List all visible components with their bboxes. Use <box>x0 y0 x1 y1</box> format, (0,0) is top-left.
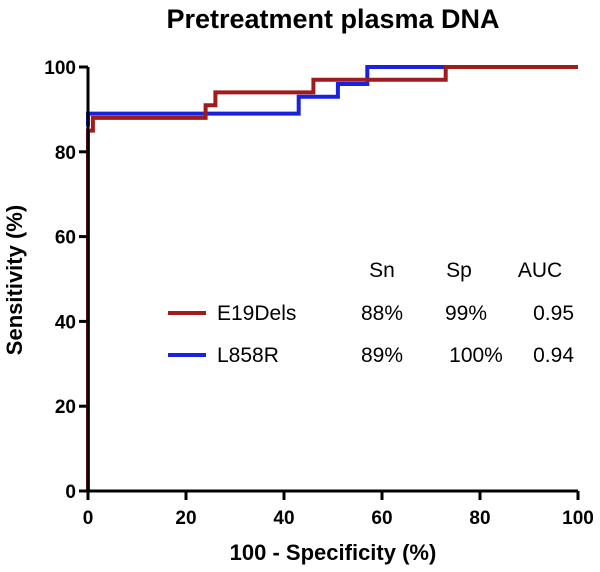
x-tick-label: 20 <box>175 508 196 529</box>
y-tick-label: 80 <box>55 143 76 164</box>
x-tick-label: 40 <box>273 508 294 529</box>
series-line-l858r <box>86 65 446 127</box>
x-tick-label: 100 <box>562 508 594 529</box>
legend-l858r-sn: 89% <box>361 344 403 367</box>
y-tick-label: 20 <box>55 397 76 418</box>
legend-e19dels-sp: 99% <box>445 302 487 325</box>
y-tick-label: 0 <box>65 482 76 503</box>
legend-header-sp: Sp <box>446 259 472 282</box>
legend-header-sn: Sn <box>369 259 395 282</box>
x-tick-label: 0 <box>83 508 94 529</box>
legend-l858r-auc: 0.94 <box>533 344 574 367</box>
legend-label-l858r: L858R <box>217 344 279 367</box>
x-tick-label: 60 <box>371 508 392 529</box>
series-layer <box>86 65 578 491</box>
legend-l858r-sp: 100% <box>449 344 503 367</box>
legend-header-auc: AUC <box>518 259 562 282</box>
x-axis-label: 100 - Specificity (%) <box>230 540 437 565</box>
y-ticks: 0 20 40 60 80 100 <box>44 58 88 503</box>
series-line-e19dels <box>86 65 578 491</box>
x-tick-label: 80 <box>469 508 490 529</box>
chart-title: Pretreatment plasma DNA <box>166 4 499 34</box>
legend-e19dels-auc: 0.95 <box>533 302 574 325</box>
y-tick-label: 60 <box>55 228 76 249</box>
legend-label-e19dels: E19Dels <box>217 302 296 325</box>
legend-e19dels-sn: 88% <box>361 302 403 325</box>
y-axis-label: Sensitivity (%) <box>2 205 27 355</box>
y-tick-label: 100 <box>44 58 76 79</box>
legend: Sn Sp AUC E19Dels 88% 99% 0.95 L858R 89%… <box>168 259 574 367</box>
x-ticks: 0 20 40 60 80 100 <box>83 491 594 529</box>
y-tick-label: 40 <box>55 312 76 333</box>
